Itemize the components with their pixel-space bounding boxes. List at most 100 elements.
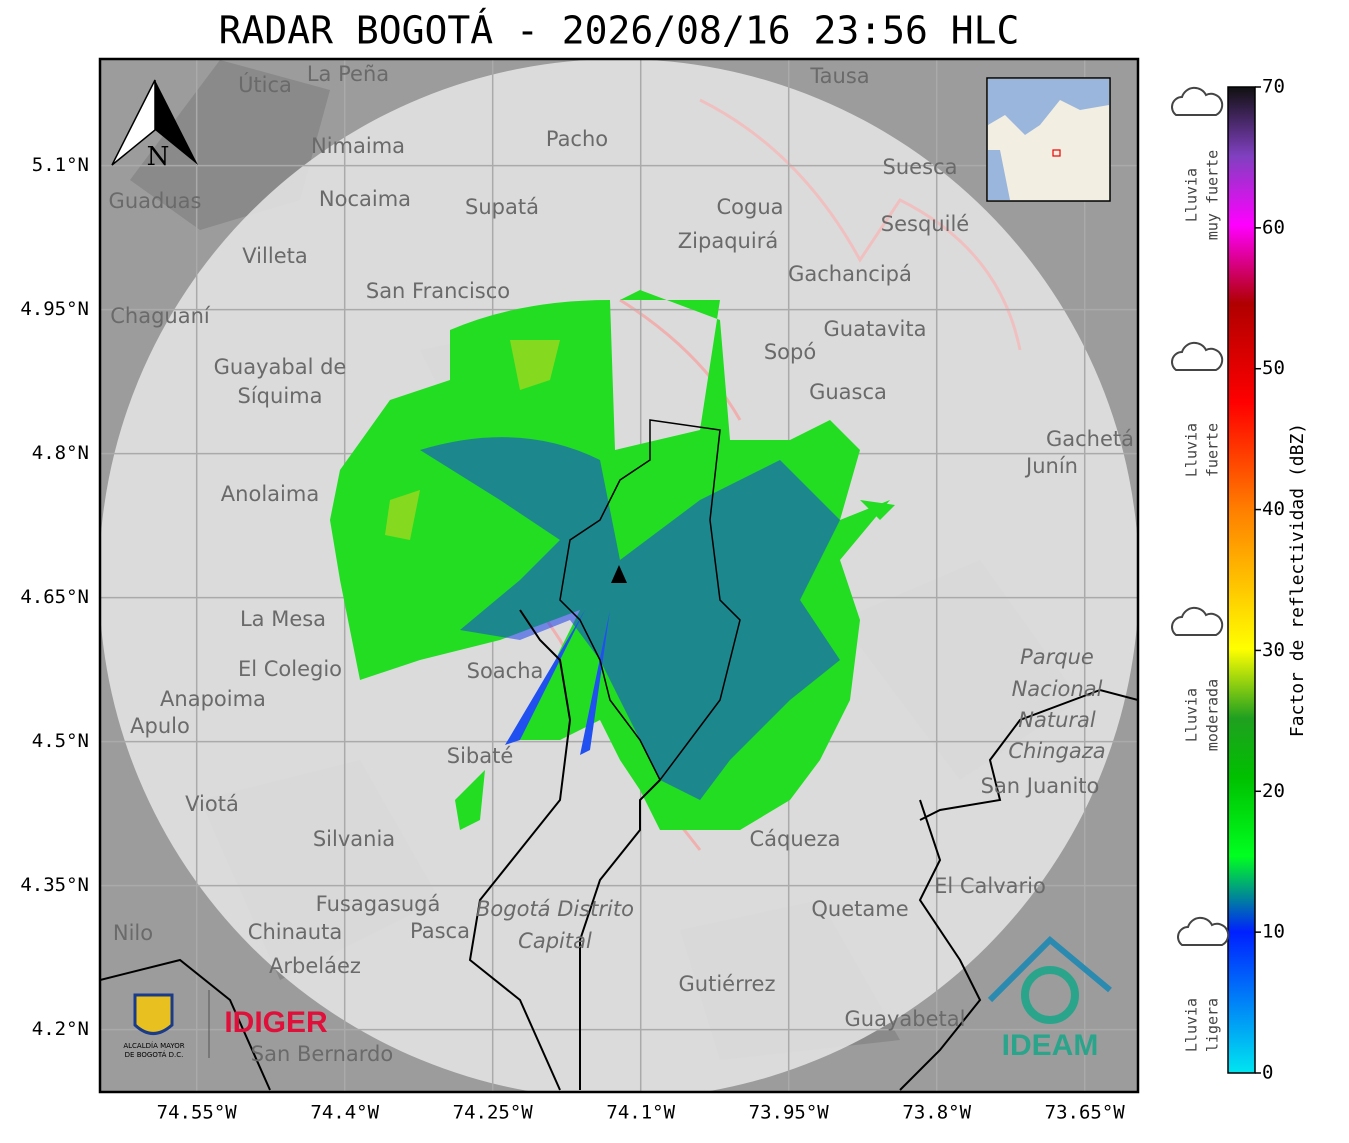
colorbar-tick-label: 50 xyxy=(1262,357,1285,379)
place: Chinauta xyxy=(248,920,342,944)
colorbar-tick-label: 60 xyxy=(1262,216,1285,238)
ideam-roof xyxy=(987,935,1112,1003)
x-tick-label: 73.8°W xyxy=(902,1102,971,1124)
rain-icon xyxy=(1171,86,1224,116)
place: Pasca xyxy=(410,919,470,943)
place: Fusagasugá xyxy=(316,892,441,916)
admin-boundary xyxy=(100,609,1138,1091)
rain-label: Lluvia xyxy=(1183,688,1201,742)
x-tick-label: 73.65°W xyxy=(1045,1102,1126,1124)
y-tick-label: 4.2°N xyxy=(32,1018,89,1040)
place: Nacional xyxy=(1012,677,1103,701)
place: Bogotá Distrito xyxy=(476,897,634,921)
place: Nilo xyxy=(113,921,153,945)
place-labels: La Peña Útica Tausa Pacho Nimaima Suesca… xyxy=(109,62,1134,1066)
axis-ticks: 74.55°W 74.4°W 74.25°W 74.1°W 73.95°W 73.8°W 7… xyxy=(20,154,1125,1123)
place: Chaguaní xyxy=(110,304,211,328)
north-label: N xyxy=(147,142,170,172)
place: Guasca xyxy=(809,380,887,404)
bogota-boundary xyxy=(559,419,741,782)
place: Chingaza xyxy=(1008,739,1105,763)
colorbar-tick-label: 10 xyxy=(1262,921,1285,943)
place: El Calvario xyxy=(934,874,1046,898)
y-tick-label: 4.35°N xyxy=(20,874,89,896)
map: La Peña Útica Tausa Pacho Nimaima Suesca… xyxy=(100,59,1138,1092)
road xyxy=(699,98,1022,351)
rain-label: Lluvia xyxy=(1183,423,1201,477)
place: Nimaima xyxy=(311,134,405,158)
inset-map xyxy=(986,77,1111,202)
inset-locator xyxy=(1052,149,1061,157)
alcaldia-shield xyxy=(133,993,174,1035)
place: Silvania xyxy=(313,827,395,851)
rain-label: Lluvia xyxy=(1183,998,1201,1052)
ideam-logo: IDEAM xyxy=(1002,1029,1099,1062)
place: Cáqueza xyxy=(750,827,841,851)
alcaldia-text: ALCALDÍA MAYOR xyxy=(123,1041,184,1050)
place: El Colegio xyxy=(238,657,342,681)
logos: ALCALDÍA MAYOR DE BOGOTÁ D.C. IDIGER IDE… xyxy=(123,935,1112,1062)
place: Guayabal de xyxy=(214,355,347,379)
rain-icon xyxy=(1171,341,1224,371)
place: Síquima xyxy=(238,384,323,408)
place: Suesca xyxy=(883,155,958,179)
north-arrow-right xyxy=(155,80,198,165)
echo-blue xyxy=(420,437,840,800)
place: Guaduas xyxy=(109,189,202,213)
place: Gachetá xyxy=(1046,427,1134,451)
x-tick-label: 73.95°W xyxy=(749,1102,830,1124)
colorbar-ticks: 0 10 20 30 40 50 60 70 xyxy=(1255,76,1285,1084)
inset-sea xyxy=(988,79,1109,200)
place: Sopó xyxy=(764,340,816,364)
ideam-swirl xyxy=(1021,966,1079,1024)
rain-icon xyxy=(1171,606,1224,636)
place: Sibaté xyxy=(447,744,514,768)
place: Soacha xyxy=(467,659,544,683)
north-arrow: N xyxy=(111,79,198,172)
y-tick-label: 4.95°N xyxy=(20,298,89,320)
alcaldia-text: DE BOGOTÁ D.C. xyxy=(125,1050,184,1059)
rain-label: fuerte xyxy=(1204,423,1222,477)
place: Sesquilé xyxy=(881,212,969,236)
rain-icon xyxy=(1177,916,1230,946)
place: Arbeláez xyxy=(269,954,361,978)
y-tick-label: 4.5°N xyxy=(32,730,89,752)
place: La Peña xyxy=(307,62,389,86)
place: Tausa xyxy=(809,64,869,88)
echo-blue xyxy=(505,610,610,755)
place: Supatá xyxy=(465,195,539,219)
place: Parque xyxy=(1020,645,1094,669)
title: RADAR BOGOTÁ - 2026/08/16 23:56 HLC xyxy=(219,9,1020,53)
x-tick-label: 74.1°W xyxy=(606,1102,675,1124)
rain-label: ligera xyxy=(1204,998,1222,1052)
place: Nocaima xyxy=(319,187,411,211)
place: Anapoima xyxy=(160,687,266,711)
place: Zipaquirá xyxy=(678,229,778,253)
place: San Bernardo xyxy=(251,1042,393,1066)
y-tick-label: 5.1°N xyxy=(32,154,89,176)
place: Pacho xyxy=(546,127,608,151)
place: Anolaima xyxy=(221,482,319,506)
place: Capital xyxy=(518,929,592,953)
y-tick-label: 4.65°N xyxy=(20,586,89,608)
place: Gachancipá xyxy=(788,262,912,286)
rain-label: Lluvia xyxy=(1183,168,1201,222)
place: San Juanito xyxy=(981,774,1100,798)
place: Cogua xyxy=(716,195,783,219)
place: Gutiérrez xyxy=(679,972,776,996)
colorbar-tick-label: 70 xyxy=(1262,76,1285,98)
map-frame xyxy=(98,57,1140,1094)
place: Natural xyxy=(1018,708,1096,732)
place: Guayabetal xyxy=(845,1007,966,1031)
place: Viotá xyxy=(185,792,239,816)
rain-label: moderada xyxy=(1204,679,1222,751)
place: Junín xyxy=(1024,454,1078,478)
colorbar-label: Factor de reflectividad (dBZ) xyxy=(1287,423,1308,737)
colorbar-tick-label: 20 xyxy=(1262,780,1285,802)
colorbar-tick-label: 40 xyxy=(1262,498,1285,520)
x-tick-label: 74.55°W xyxy=(157,1102,238,1124)
place: Guatavita xyxy=(824,317,927,341)
place: San Francisco xyxy=(366,279,510,303)
radar-site xyxy=(611,565,627,583)
